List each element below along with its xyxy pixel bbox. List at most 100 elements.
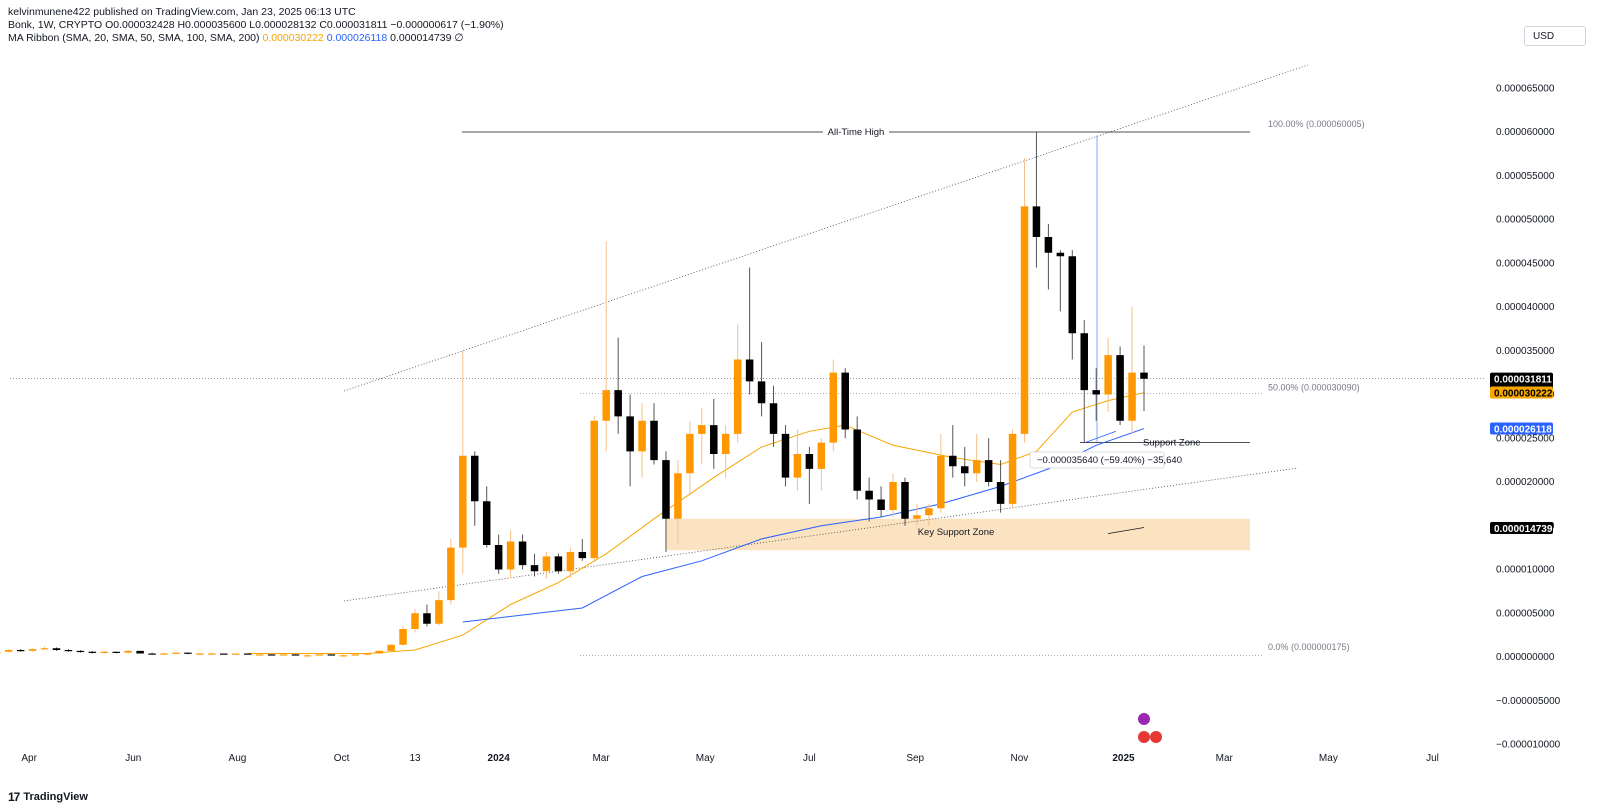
candle-body <box>4 650 13 652</box>
x-tick-label: Jul <box>803 753 816 764</box>
footer-brand[interactable]: 17 TradingView <box>8 790 88 804</box>
publisher-line: kelvinmunene422 published on TradingView… <box>8 6 356 18</box>
candle-body <box>853 429 861 491</box>
candle-body <box>662 460 670 519</box>
candle-body <box>351 654 359 656</box>
candle-body <box>829 372 838 443</box>
candle-body <box>435 600 443 624</box>
measure-label: −0.000035640 (−59.40%) −35,640 <box>1037 455 1182 466</box>
x-tick-label: Sep <box>906 753 924 764</box>
candle-body <box>327 654 336 656</box>
x-tick-label: Mar <box>592 753 610 764</box>
candle-body <box>913 515 921 519</box>
event-flag-icon <box>1138 731 1150 743</box>
measure-box <box>1029 451 1165 469</box>
candle-body <box>757 381 766 404</box>
candle-body <box>865 490 873 500</box>
y-tick-label: 0.000055000 <box>1496 171 1555 182</box>
candle-body <box>769 403 778 434</box>
candle-body <box>949 455 957 467</box>
ma-ribbon-legend[interactable]: MA Ribbon (SMA, 20, SMA, 50, SMA, 100, S… <box>8 32 504 45</box>
candle-body <box>100 651 109 653</box>
candle-body <box>1044 237 1053 253</box>
price-tag <box>1490 386 1553 399</box>
x-tick-label: Aug <box>229 753 247 764</box>
candle-body <box>482 501 491 545</box>
x-tick-label: Jun <box>125 753 141 764</box>
candle-body <box>124 650 132 653</box>
candle-body <box>411 613 419 629</box>
ma-ribbon-empty-icon[interactable]: ∅ <box>454 32 464 44</box>
y-tick-label: 0.000060000 <box>1496 127 1555 138</box>
candle-body <box>530 565 539 572</box>
candle-body <box>315 654 324 656</box>
symbol-ohlc-line[interactable]: Bonk, 1W, CRYPTO O0.000032428 H0.0000356… <box>8 19 504 31</box>
candle-body <box>375 650 383 654</box>
candle-body <box>614 390 622 417</box>
candle-body <box>578 552 587 559</box>
candle-body <box>650 420 658 461</box>
key-support-zone-label: Key Support Zone <box>918 527 995 538</box>
candle-body <box>459 455 467 548</box>
candle-body <box>28 649 37 651</box>
candle-body <box>64 650 73 652</box>
candle-body <box>721 433 730 454</box>
candle-body <box>698 425 706 434</box>
candle-body <box>447 547 455 601</box>
candle-body <box>554 556 563 572</box>
y-tick-label: 0.000065000 <box>1496 83 1555 94</box>
key-support-zone-rect <box>665 518 1250 551</box>
candle-body <box>399 629 407 645</box>
candle-body <box>960 466 969 474</box>
fib-100-label: 100.00% (0.000060005) <box>1268 119 1365 129</box>
candle-body <box>674 473 682 519</box>
candle-body <box>1128 372 1136 421</box>
all-time-high-label: All-Time High <box>828 127 885 138</box>
x-tick-label: May <box>696 753 715 764</box>
candle-body <box>638 420 646 452</box>
candle-body <box>387 644 395 651</box>
candle-body <box>984 460 993 482</box>
measure-arrow-line <box>1084 430 1117 444</box>
x-tick-label: Oct <box>334 753 350 764</box>
candle-body <box>148 653 156 655</box>
x-tick-label: 2024 <box>488 753 511 764</box>
y-tick-label: −0.000005000 <box>1496 696 1561 707</box>
currency-selector[interactable]: USD <box>1524 26 1586 46</box>
y-tick-label: −0.000010000 <box>1496 740 1561 751</box>
candle-body <box>817 442 826 469</box>
event-flag-icon <box>1150 731 1162 743</box>
ma-ribbon-value-slow: 0.000026118 <box>326 32 388 44</box>
candle-body <box>1104 355 1112 395</box>
candle-body <box>267 654 276 656</box>
ma-fast-line <box>247 392 1145 654</box>
y-tick-label: 0.000005000 <box>1496 608 1555 619</box>
ma-ribbon-title: MA Ribbon (SMA, 20, SMA, 50, SMA, 100, S… <box>8 32 260 44</box>
candle-body <box>220 653 228 655</box>
price-tag-label: 0.000030222 <box>1494 389 1553 400</box>
candle-body <box>901 482 909 519</box>
y-tick-label: 0.000050000 <box>1496 215 1555 226</box>
price-tag <box>1490 422 1553 435</box>
candle-body <box>996 482 1005 504</box>
upper-channel-trendline <box>343 64 1309 392</box>
ath-label-bg <box>823 125 889 138</box>
candle-body <box>1032 206 1041 237</box>
candle-body <box>1056 252 1065 257</box>
candle-body <box>1068 256 1077 334</box>
x-tick-label: Apr <box>21 753 37 764</box>
candle-body <box>745 359 754 382</box>
chart-header: kelvinmunene422 published on TradingView… <box>8 6 504 45</box>
candle-body <box>255 654 264 656</box>
price-tag-label: 0.000031811 <box>1494 375 1552 386</box>
candle-body <box>423 613 431 624</box>
candle-body <box>196 653 204 655</box>
x-tick-label: Mar <box>1216 753 1234 764</box>
x-tick-label: 2025 <box>1112 753 1135 764</box>
candle-body <box>172 652 180 654</box>
candle-body <box>16 650 25 652</box>
y-tick-label: 0.000025000 <box>1496 433 1555 444</box>
candle-body <box>291 654 300 656</box>
candle-body <box>1140 372 1148 379</box>
